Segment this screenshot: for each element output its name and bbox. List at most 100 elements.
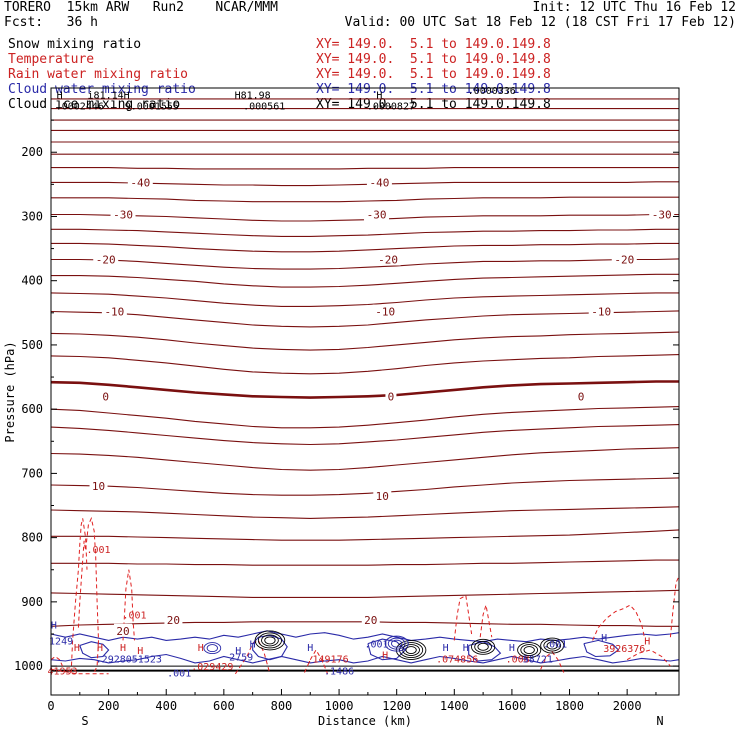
contour-maximum-ring bbox=[206, 644, 218, 653]
contour-maximum-ring bbox=[540, 637, 565, 654]
contour-maximum-ring bbox=[471, 638, 496, 655]
y-tick-label: 800 bbox=[21, 531, 43, 545]
rain-water-contour bbox=[50, 668, 109, 675]
init-time-label: Init: 12 UTC Thu 16 Feb 12 bbox=[532, 0, 737, 15]
freezing-isotherm bbox=[50, 380, 679, 399]
contour-annotation: 41953 bbox=[47, 667, 77, 678]
contour-annotation: H bbox=[51, 620, 57, 631]
isotherm-line bbox=[50, 477, 680, 496]
isotherm-line bbox=[51, 242, 679, 253]
contour-maximum-ring bbox=[395, 640, 427, 660]
isotherm-label: -30 bbox=[367, 209, 387, 222]
contour-annotation: H bbox=[463, 643, 469, 654]
contour-maximum-ring bbox=[399, 642, 424, 658]
contour-annotation: .001 bbox=[122, 611, 146, 622]
legend-name-rain: Rain water mixing ratio bbox=[8, 67, 189, 82]
isotherm-label-bg bbox=[385, 389, 397, 403]
contour-annotation: .0002446 bbox=[56, 101, 104, 112]
y-tick-label: 600 bbox=[21, 402, 43, 416]
contour-annotation: .2928051523 bbox=[96, 654, 162, 665]
contour-annotation: i81.14H bbox=[88, 90, 130, 101]
contour-maximum-ring bbox=[387, 637, 406, 650]
contour-annotation: H bbox=[137, 646, 143, 657]
isotherm-label: 0 bbox=[388, 390, 395, 403]
y-axis-title: Pressure (hPa) bbox=[3, 341, 17, 442]
contour-annotation: 58721 bbox=[523, 654, 553, 665]
isotherm-label-bg bbox=[127, 175, 153, 189]
contour-maximum-ring bbox=[517, 642, 542, 658]
legend-name-cloud-water: Cloud water mixing ratio bbox=[8, 82, 196, 97]
contour-maximum-ring bbox=[405, 646, 417, 654]
y-tick-label: 900 bbox=[21, 595, 43, 609]
contour-annotation: .001 bbox=[86, 545, 110, 556]
isotherm-line bbox=[50, 310, 680, 328]
contour-maximum-ring bbox=[203, 642, 222, 655]
cloud-water-contour bbox=[79, 641, 110, 659]
rain-water-contour bbox=[540, 651, 565, 673]
contour-annotation: .0000336 bbox=[468, 86, 516, 97]
model-run-label: TORERO 15km ARW Run2 NCAR/MMM bbox=[4, 0, 278, 15]
x-tick-label: 400 bbox=[155, 699, 177, 713]
contour-annotation: H bbox=[644, 636, 650, 647]
isotherm-label-bg bbox=[89, 479, 108, 493]
contour-annotation: H81.98 bbox=[235, 90, 271, 101]
contour-maximum-ring bbox=[384, 635, 409, 652]
plot-frame bbox=[50, 87, 680, 696]
contour-maximum-ring bbox=[264, 636, 276, 645]
isotherm-label-bg bbox=[588, 304, 614, 318]
isotherm-label-bg bbox=[361, 612, 380, 626]
isotherm-label: -20 bbox=[96, 254, 116, 267]
contour-annotation: H bbox=[97, 643, 103, 654]
isotherm-line bbox=[50, 331, 680, 351]
contour-maximum-ring bbox=[254, 630, 286, 651]
contour-annotation: 1249 bbox=[49, 636, 73, 647]
contour-annotation: H bbox=[307, 643, 313, 654]
contour-annotation: .074856 bbox=[436, 654, 478, 665]
isotherm-label: -40 bbox=[369, 176, 389, 189]
isotherm-label-bg bbox=[649, 207, 675, 221]
isotherm-label: -10 bbox=[104, 306, 124, 319]
rain-water-contour bbox=[453, 594, 473, 641]
legend-name-temperature: Temperature bbox=[8, 52, 95, 67]
isotherm-label: -30 bbox=[113, 209, 133, 222]
cloud-water-contour bbox=[468, 641, 502, 662]
contour-annotation: H bbox=[509, 643, 515, 654]
x-tick-label: 2000 bbox=[613, 699, 642, 713]
legend-xy-rain: XY= 149.0. 5.1 to 149.0.149.8 bbox=[316, 67, 551, 82]
rain-water-contour bbox=[669, 575, 680, 638]
isotherm-line bbox=[50, 447, 680, 471]
contour-maximum-ring bbox=[523, 646, 535, 654]
contour-annotation: .149176 bbox=[306, 654, 348, 665]
isotherm-line bbox=[51, 559, 679, 566]
y-tick-label: 400 bbox=[21, 274, 43, 288]
contour-annotation: 2759 bbox=[229, 652, 253, 663]
rain-water-contour bbox=[77, 516, 100, 673]
rain-water-contour bbox=[50, 655, 63, 667]
y-tick-label: 300 bbox=[21, 209, 43, 223]
legend-xy-temperature: XY= 149.0. 5.1 to 149.0.149.8 bbox=[316, 52, 551, 67]
x-axis-title: Distance (km) bbox=[318, 714, 412, 728]
isotherm-label-bg bbox=[364, 207, 390, 221]
contour-annotation: H bbox=[235, 646, 241, 657]
x-tick-label: 1200 bbox=[382, 699, 411, 713]
isotherm-label: -40 bbox=[130, 176, 150, 189]
isotherm-label-bg bbox=[375, 252, 401, 266]
rain-water-contour bbox=[70, 518, 88, 673]
isotherm-line bbox=[51, 273, 679, 288]
contour-annotation: .0000827 bbox=[367, 101, 415, 112]
contour-maximum-ring bbox=[257, 632, 282, 649]
x-tick-label: 600 bbox=[213, 699, 235, 713]
x-tick-label: 200 bbox=[98, 699, 120, 713]
contour-maximum-ring bbox=[261, 634, 279, 647]
contour-annotation: .001 bbox=[364, 640, 388, 651]
contour-maximum-ring bbox=[546, 641, 558, 650]
isotherm-line bbox=[51, 258, 680, 270]
isotherm-label: 10 bbox=[92, 480, 105, 493]
valid-time-label: Valid: 00 UTC Sat 18 Feb 12 (18 CST Fri … bbox=[344, 15, 736, 30]
contour-maximum-ring bbox=[477, 642, 489, 651]
contour-maximum-ring bbox=[543, 639, 562, 652]
y-tick-label: 1000 bbox=[14, 659, 43, 673]
isotherm-label-bg bbox=[575, 389, 587, 403]
